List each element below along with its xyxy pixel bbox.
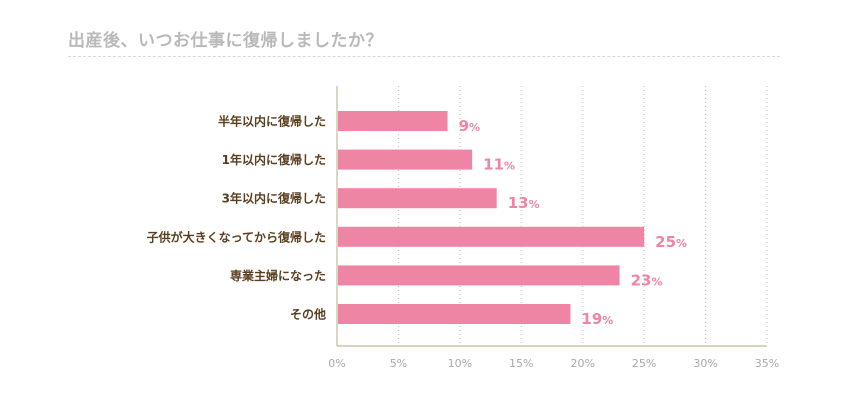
category-label: 半年以内に復帰した bbox=[218, 114, 326, 129]
value-label: 11% bbox=[483, 156, 515, 174]
category-label: 1年以内に復帰した bbox=[222, 152, 326, 167]
value-label: 13% bbox=[508, 194, 540, 212]
x-tick-label-25: 25% bbox=[632, 357, 656, 370]
x-tick-label-0: 0% bbox=[328, 357, 345, 370]
x-tick-label-30: 30% bbox=[693, 357, 717, 370]
bar bbox=[338, 188, 497, 209]
category-label: 子供が大きくなってから復帰した bbox=[147, 229, 326, 244]
value-label: 19% bbox=[581, 310, 613, 328]
value-label: 23% bbox=[631, 271, 663, 289]
x-tick-label-10: 10% bbox=[448, 357, 472, 370]
x-tick-label-5: 5% bbox=[390, 357, 407, 370]
value-label: 9% bbox=[459, 117, 480, 135]
bar bbox=[338, 111, 448, 131]
bar bbox=[338, 149, 473, 170]
category-label: 専業主婦になった bbox=[230, 268, 326, 283]
category-label: その他 bbox=[290, 307, 326, 322]
x-tick-label-35: 35% bbox=[755, 357, 779, 370]
title-divider bbox=[68, 56, 780, 57]
bar bbox=[338, 304, 571, 324]
bar bbox=[338, 265, 620, 286]
chart-title: 出産後、いつお仕事に復帰しましたか？ bbox=[68, 31, 383, 51]
x-tick-label-20: 20% bbox=[570, 357, 594, 370]
category-label: 3年以内に復帰した bbox=[222, 191, 326, 206]
value-label: 25% bbox=[655, 233, 687, 251]
x-tick-label-15: 15% bbox=[509, 357, 533, 370]
bar bbox=[338, 226, 645, 247]
